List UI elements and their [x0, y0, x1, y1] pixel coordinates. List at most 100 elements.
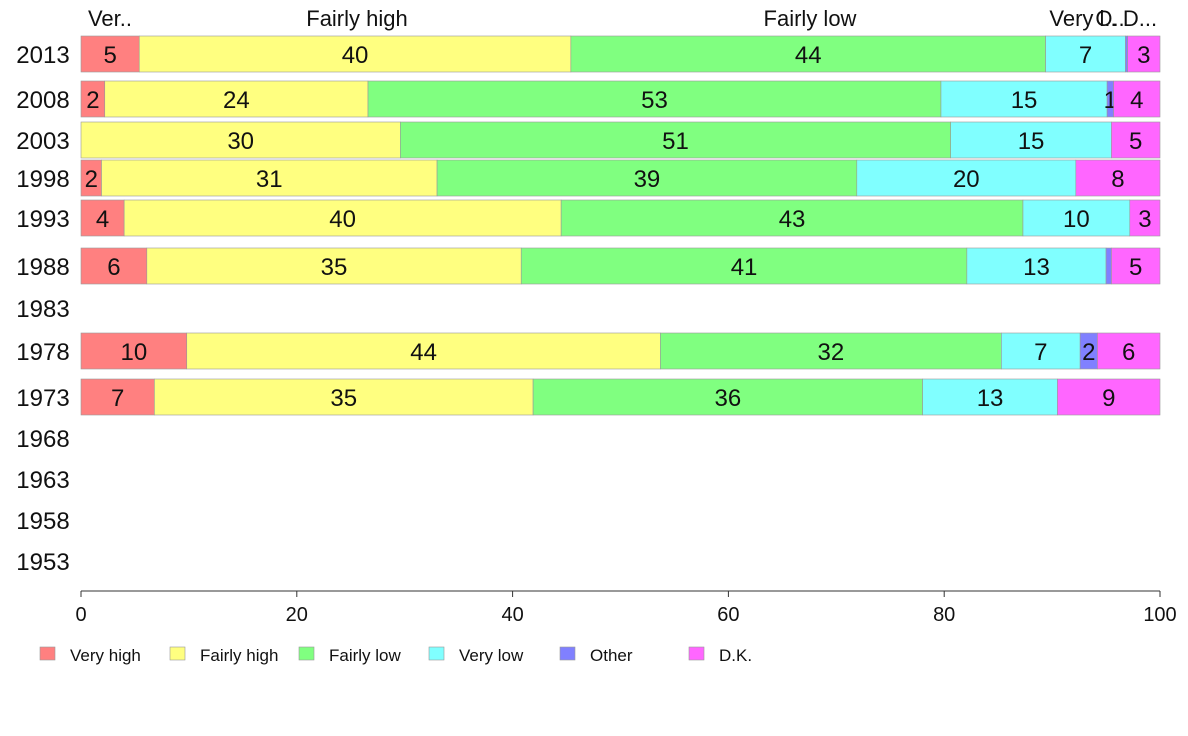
- top-label-4: O..: [1095, 6, 1124, 31]
- data-label-1973-5: 9: [1102, 385, 1115, 412]
- bar-1988-fairly-high: [146, 247, 522, 285]
- bar-row-2003: 30 51 15 5: [80, 121, 1161, 159]
- data-label-1973-2: 36: [715, 385, 742, 412]
- bar-2013-fairly-high: [138, 35, 572, 73]
- x-tick-label-40: 40: [501, 604, 523, 626]
- bar-1973-fairly-high: [154, 378, 534, 416]
- legend-item-other: Other: [559, 646, 633, 665]
- legend-swatch: [428, 646, 445, 661]
- data-label-1978-1: 44: [410, 339, 437, 366]
- bar-2013-very-high: [80, 35, 140, 73]
- data-label-2008-2: 53: [641, 87, 668, 114]
- bar-row-1988: 6 35 41 13 5: [80, 247, 1161, 285]
- bar-1998-fairly-low: [436, 159, 858, 197]
- data-label-2008-0: 2: [86, 87, 99, 114]
- bar-1988-very-low: [966, 247, 1107, 285]
- x-tick-label-60: 60: [717, 604, 739, 626]
- bar-1993-very-low: [1022, 199, 1131, 237]
- bar-row-2013: 5 40 44 7 3: [80, 35, 1161, 73]
- data-label-2003-3: 15: [1018, 128, 1045, 155]
- x-axis: 0 20 40 60 80 100: [75, 590, 1177, 626]
- year-label-1958: 1958: [16, 508, 69, 535]
- data-label-2013-3: 7: [1079, 42, 1092, 69]
- data-label-1993-3: 10: [1063, 206, 1090, 233]
- legend-label: Other: [590, 646, 633, 665]
- data-label-1993-2: 43: [779, 206, 806, 233]
- legend-label: Very high: [70, 646, 141, 665]
- data-label-1973-0: 7: [111, 385, 124, 412]
- bar-1988-very-high: [80, 247, 148, 285]
- data-label-2013-0: 5: [103, 42, 116, 69]
- top-label-0: Ver..: [88, 6, 132, 31]
- data-label-1978-3: 7: [1034, 339, 1047, 366]
- x-tick-label-80: 80: [933, 604, 955, 626]
- bar-1973-very-high: [80, 378, 155, 416]
- data-label-1993-1: 40: [329, 206, 356, 233]
- bar-1993-fairly-low: [560, 199, 1024, 237]
- bar-1993-d-k-: [1129, 199, 1161, 237]
- data-label-1973-3: 13: [977, 385, 1004, 412]
- data-label-1973-1: 35: [330, 385, 357, 412]
- data-label-2003-1: 30: [227, 128, 254, 155]
- legend-item-d-k-: D.K.: [688, 646, 752, 665]
- legend-swatch: [688, 646, 705, 661]
- bar-1973-d-k-: [1057, 378, 1161, 416]
- bar-1973-very-low: [922, 378, 1058, 416]
- bar-row-1993: 4 40 43 10 3: [80, 199, 1161, 237]
- year-label-2013: 2013: [16, 42, 69, 69]
- data-label-1978-0: 10: [121, 339, 148, 366]
- bar-row-1973: 7 35 36 13 9: [80, 378, 1161, 416]
- top-label-3: Very l..: [1049, 6, 1116, 31]
- bar-row-1978: 10 44 32 7 2 6: [80, 332, 1161, 370]
- bars-area: 5 40 44 7 32 24 53 15 1 430 51 15 52 31 39 20 84 40 43 10 36…: [80, 35, 1161, 416]
- legend-item-fairly-high: Fairly high: [169, 646, 278, 665]
- series-top-labels: Ver.. Fairly high Fairly low Very l..O..D..…: [88, 6, 1157, 31]
- bar-2003-d-k-: [1111, 121, 1161, 159]
- bar-1998-fairly-high: [101, 159, 438, 197]
- year-label-1993: 1993: [16, 206, 69, 233]
- year-label-1998: 1998: [16, 166, 69, 193]
- top-label-5: D...: [1123, 6, 1157, 31]
- legend-swatch: [559, 646, 576, 661]
- data-label-1978-5: 6: [1122, 339, 1135, 366]
- data-label-2013-1: 40: [342, 42, 369, 69]
- year-label-1978: 1978: [16, 339, 69, 366]
- bar-1998-d-k-: [1075, 159, 1161, 197]
- year-label-1968: 1968: [16, 426, 69, 453]
- legend-item-very-high: Very high: [39, 646, 141, 665]
- data-label-1998-3: 20: [953, 166, 980, 193]
- data-label-1998-5: 8: [1111, 166, 1124, 193]
- bar-1988-fairly-low: [520, 247, 968, 285]
- data-label-1993-5: 3: [1138, 206, 1151, 233]
- bar-row-1998: 2 31 39 20 8: [80, 159, 1161, 197]
- year-label-1963: 1963: [16, 467, 69, 494]
- data-label-2003-2: 51: [662, 128, 689, 155]
- data-label-1988-2: 41: [731, 254, 758, 281]
- bar-2008-d-k-: [1113, 80, 1161, 118]
- x-tick-label-20: 20: [286, 604, 308, 626]
- bar-2013-fairly-low: [570, 35, 1046, 73]
- year-label-2003: 2003: [16, 128, 69, 155]
- legend-swatch: [298, 646, 315, 661]
- data-label-2008-5: 4: [1130, 87, 1143, 114]
- data-label-2008-3: 15: [1011, 87, 1038, 114]
- bar-2008-fairly-high: [104, 80, 369, 118]
- bar-1998-very-low: [856, 159, 1077, 197]
- bar-1973-fairly-low: [532, 378, 923, 416]
- x-tick-label-100: 100: [1143, 604, 1176, 626]
- bar-2008-fairly-low: [367, 80, 942, 118]
- bar-1978-very-high: [80, 332, 188, 370]
- data-label-2013-5: 3: [1137, 42, 1150, 69]
- data-label-1988-1: 35: [321, 254, 348, 281]
- bar-2003-very-low: [950, 121, 1112, 159]
- bar-1978-very-low: [1001, 332, 1081, 370]
- data-label-1988-3: 13: [1023, 254, 1050, 281]
- data-label-1978-4: 2: [1082, 339, 1095, 366]
- legend-item-fairly-low: Fairly low: [298, 646, 402, 665]
- year-label-2008: 2008: [16, 87, 69, 114]
- year-label-1983: 1983: [16, 296, 69, 323]
- data-label-1988-5: 5: [1129, 254, 1142, 281]
- data-label-2008-1: 24: [223, 87, 250, 114]
- year-axis: 2013 2008 2003 1998 1993 1988 1983 1978 1973 1968…: [16, 42, 69, 576]
- data-label-1998-2: 39: [634, 166, 661, 193]
